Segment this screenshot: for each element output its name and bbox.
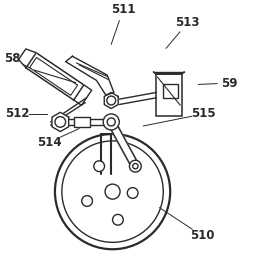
Bar <box>29 57 78 95</box>
Text: 514: 514 <box>37 136 62 148</box>
Polygon shape <box>52 112 69 132</box>
Text: 512: 512 <box>5 107 30 120</box>
Circle shape <box>55 117 66 127</box>
Circle shape <box>105 184 120 199</box>
Circle shape <box>113 214 123 225</box>
Text: 511: 511 <box>111 3 136 16</box>
Text: 59: 59 <box>221 77 237 90</box>
Circle shape <box>55 134 170 249</box>
Text: 510: 510 <box>190 229 215 242</box>
Bar <box>162 84 178 98</box>
Circle shape <box>82 196 92 206</box>
Text: 515: 515 <box>191 107 216 120</box>
Circle shape <box>107 96 116 105</box>
Polygon shape <box>104 92 118 109</box>
Polygon shape <box>66 56 114 95</box>
Circle shape <box>129 160 141 172</box>
Text: 513: 513 <box>175 16 200 29</box>
Bar <box>156 75 182 116</box>
Polygon shape <box>74 85 92 105</box>
Bar <box>74 117 90 127</box>
Circle shape <box>127 188 138 198</box>
Polygon shape <box>18 49 36 68</box>
Polygon shape <box>108 120 139 168</box>
Circle shape <box>94 161 105 172</box>
Circle shape <box>133 163 138 169</box>
Bar <box>26 53 84 100</box>
Circle shape <box>103 114 119 130</box>
Text: 58: 58 <box>4 53 20 65</box>
Circle shape <box>107 118 115 126</box>
